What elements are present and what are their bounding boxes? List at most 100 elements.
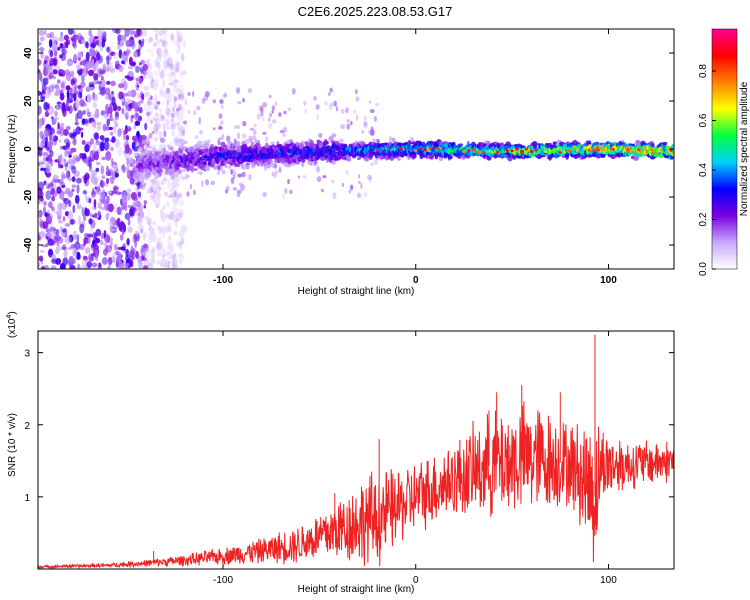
spectrogram-cell (89, 151, 93, 159)
snr-panel: -100 0 100 123 Height of straight line (km… (6, 311, 675, 595)
spectrogram-cell (162, 50, 168, 59)
spectrogram-cell (174, 219, 178, 228)
spectrogram-cell (202, 140, 208, 144)
spectrogram-cell (106, 234, 111, 243)
spectrogram-cell (230, 149, 234, 154)
spectrogram-cell (159, 108, 162, 114)
spectrogram-cell (156, 49, 160, 55)
spectrogram-cell (58, 36, 65, 42)
spectrogram-cell (166, 111, 170, 117)
spectrogram-cell (143, 204, 147, 209)
spectrogram-marks (38, 29, 674, 269)
spectrogram-cell (55, 229, 60, 236)
spectrogram-cell (145, 243, 150, 249)
spectrogram-cell (173, 77, 177, 82)
spectrogram-cell (91, 121, 95, 127)
spectrogram-cell (179, 94, 185, 99)
spectrogram-cell (102, 248, 108, 256)
spectrogram-cell (148, 145, 153, 149)
spectrogram-cell (83, 174, 88, 184)
spectrogram-cell (222, 94, 227, 98)
spectrogram-cell (57, 220, 63, 224)
spectrogram-cell (136, 29, 141, 37)
spectrogram-cell (51, 206, 55, 212)
spectrogram-cell (438, 146, 442, 150)
spectrogram-cell (61, 184, 66, 189)
spectrogram-cell (46, 209, 50, 215)
spectrogram-cell (137, 203, 144, 213)
spectrogram-cell (82, 212, 87, 222)
spectrogram-cell (179, 149, 183, 154)
spectrogram-cell (363, 121, 368, 126)
spectrogram-cell (433, 146, 437, 150)
spectrogram-cell (111, 96, 116, 106)
spectrogram-cell (117, 83, 125, 89)
spectrogram-cell (176, 193, 182, 200)
spectrogram-cell (59, 262, 66, 269)
spectrogram-cell (175, 113, 182, 124)
spectrogram-cell (650, 148, 654, 152)
spectrogram-cell (287, 179, 290, 185)
spectrogram-cell (58, 154, 63, 165)
spectrogram-cell (59, 92, 65, 101)
spectrogram-cell (182, 40, 186, 48)
spectrogram-cell (175, 208, 180, 215)
spectrogram-cell (72, 248, 76, 257)
spectrogram-cell (176, 242, 182, 248)
spectrogram-cell (155, 47, 162, 51)
spectrogram-cell (70, 70, 75, 78)
spectrogram-cell (74, 121, 79, 126)
spectrogram-cell (45, 164, 50, 175)
spectrogram-cell (110, 146, 114, 152)
spectrogram-cell (125, 49, 130, 57)
spectrogram-cell (77, 91, 82, 99)
spectrogram-cell (92, 92, 98, 103)
spectrogram-cell (80, 39, 86, 44)
spectrogram-cell (170, 117, 175, 123)
spectrogram-cell (38, 41, 42, 47)
spectrogram-cell (209, 144, 215, 147)
spectrogram-cell (101, 156, 106, 161)
spectrogram-cell (70, 243, 76, 249)
spectrogram-cell (171, 130, 176, 137)
spectrogram-cell (180, 92, 185, 102)
spectrogram-cell (134, 239, 138, 249)
spectrogram-cell (193, 109, 197, 116)
spectrogram-cell (80, 265, 87, 269)
spectrogram-cell (138, 224, 144, 231)
spectrogram-cell (160, 180, 164, 186)
spectrogram-cell (155, 191, 161, 200)
spectrogram-cell (107, 203, 114, 213)
spectrogram-cell (64, 148, 68, 158)
spectrogram-cell (59, 153, 63, 161)
spectrogram-cell (324, 101, 328, 106)
spectrogram-cell (152, 117, 157, 121)
spectrogram-cell (65, 39, 69, 49)
spectrogram-cell (157, 251, 162, 257)
spectrogram-cell (153, 60, 159, 67)
snr-scale-close: ) (7, 311, 18, 314)
spectrogram-cell (156, 244, 162, 252)
spectrogram-cell (54, 159, 59, 163)
spectrogram-cell (164, 251, 170, 257)
spectrogram-cell (65, 142, 70, 149)
spectrogram-cell (262, 102, 267, 108)
spectrogram-cell (65, 101, 69, 111)
spectrogram-cell (141, 140, 148, 146)
spectrogram-cell (148, 234, 152, 244)
spectrogram-cell (96, 52, 101, 61)
spectrogram-cell (145, 250, 151, 258)
spectrogram-cell (39, 130, 44, 140)
spectrogram-cell (175, 29, 180, 38)
spectrogram-cell (177, 132, 182, 137)
spectrogram-cell (147, 262, 154, 269)
spectrogram-cell (152, 220, 156, 226)
snr-y-ticks: 123 (24, 349, 674, 504)
spectrogram-cell (329, 87, 333, 93)
spectrogram-cell (118, 146, 122, 157)
spectrogram-cell (162, 122, 166, 133)
spectrogram-cell (344, 143, 348, 147)
spectrogram-cell (352, 110, 357, 114)
spectrogram-cell (171, 70, 175, 78)
